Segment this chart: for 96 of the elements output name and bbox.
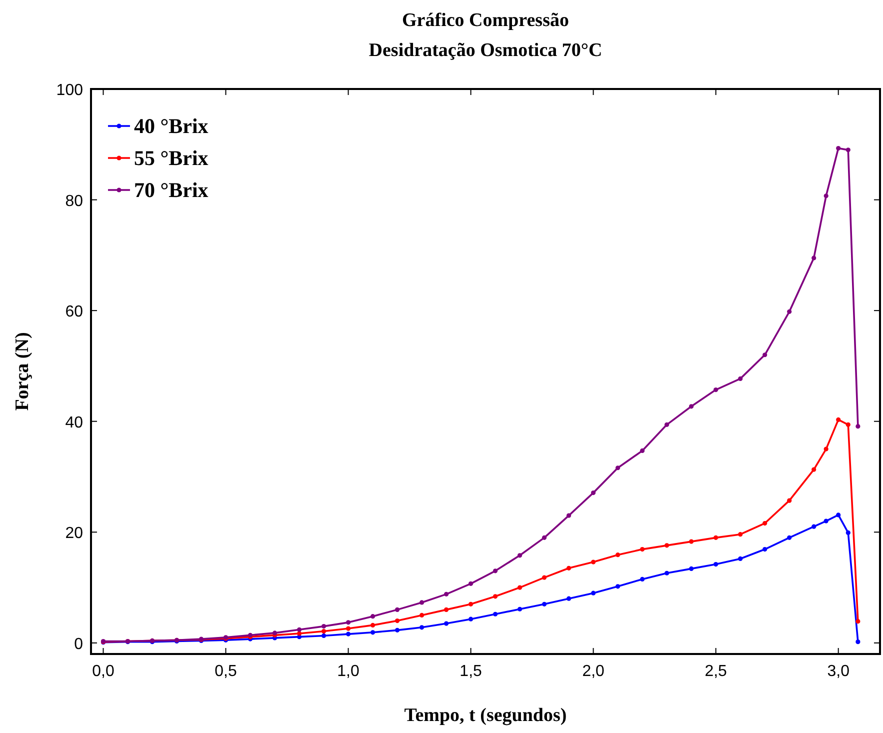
point: [444, 607, 449, 612]
point: [787, 498, 792, 503]
point: [762, 520, 768, 526]
point: [591, 490, 596, 496]
point: [812, 467, 816, 472]
point: [321, 624, 326, 629]
point: [444, 621, 449, 626]
y-axis-title: Força (N): [12, 332, 33, 411]
point: [394, 607, 400, 612]
point: [394, 618, 400, 624]
point: [824, 446, 828, 452]
point: [846, 530, 850, 535]
point: [419, 600, 424, 605]
point: [856, 424, 860, 429]
point: [346, 626, 351, 631]
point: [566, 596, 572, 601]
point: [738, 532, 743, 537]
x-tick-label: 1,0: [337, 663, 360, 680]
point: [468, 602, 474, 606]
point: [762, 547, 768, 552]
x-tick-label: 2,5: [704, 663, 728, 680]
y-tick-label: 20: [65, 525, 84, 542]
x-tick-label: 0,0: [92, 663, 114, 680]
point: [738, 556, 743, 562]
point: [787, 535, 792, 540]
point: [714, 387, 718, 392]
point: [856, 640, 860, 644]
point: [518, 606, 522, 612]
point: [836, 146, 841, 151]
y-tick-label: 100: [56, 82, 84, 99]
y-tick-label: 60: [65, 304, 84, 321]
point: [836, 512, 841, 518]
x-tick-label: 0,5: [214, 663, 237, 680]
point: [762, 352, 768, 358]
point: [346, 620, 351, 625]
point: [444, 592, 449, 596]
point: [846, 148, 850, 152]
legend-label: 70 °Brix: [134, 178, 209, 202]
legend-label: 40 °Brix: [134, 114, 209, 138]
point: [370, 630, 376, 635]
point: [346, 632, 351, 636]
point: [787, 309, 792, 314]
point: [616, 584, 620, 589]
y-tick-label: 0: [74, 636, 84, 653]
point: [616, 466, 620, 470]
x-tick-label: 2,0: [582, 663, 605, 680]
point: [640, 448, 645, 454]
point: [493, 612, 498, 616]
point: [591, 590, 596, 596]
point: [296, 627, 302, 632]
point: [518, 585, 522, 590]
point: [566, 566, 572, 570]
point: [370, 614, 376, 619]
chart-subtitle: Desidratação Osmotica 70°C: [368, 40, 602, 61]
point: [566, 513, 572, 518]
point: [824, 518, 828, 524]
point: [812, 256, 816, 260]
point: [493, 568, 498, 574]
point: [542, 602, 547, 606]
point: [640, 547, 645, 552]
point: [689, 566, 694, 571]
y-tick-label: 40: [65, 414, 84, 432]
point: [321, 628, 326, 634]
point: [419, 625, 424, 630]
point: [370, 622, 376, 628]
point: [640, 576, 645, 582]
point: [714, 535, 718, 540]
point: [591, 560, 596, 564]
point: [616, 552, 620, 558]
point: [542, 535, 547, 540]
x-axis-title: Tempo, t (segundos): [404, 705, 567, 726]
point: [856, 619, 860, 624]
point: [824, 194, 828, 198]
x-tick-label: 3,0: [827, 663, 850, 680]
point: [394, 628, 400, 632]
point: [419, 612, 424, 618]
point: [689, 539, 694, 544]
point: [518, 553, 522, 558]
y-tick-label: 80: [65, 192, 84, 210]
point: [664, 570, 670, 576]
point: [468, 616, 474, 622]
point: [664, 543, 670, 548]
point: [493, 594, 498, 599]
chart-title: Gráfico Compressão: [402, 10, 569, 31]
point: [738, 376, 743, 381]
point: [689, 404, 694, 409]
point: [542, 575, 547, 580]
point: [846, 422, 850, 427]
point: [812, 524, 816, 529]
x-tick-label: 1,5: [460, 663, 482, 680]
point: [664, 422, 670, 427]
point: [321, 633, 326, 638]
legend-label: 55 °Brix: [134, 146, 209, 170]
point: [468, 581, 474, 586]
point: [714, 562, 718, 567]
point: [836, 417, 841, 422]
